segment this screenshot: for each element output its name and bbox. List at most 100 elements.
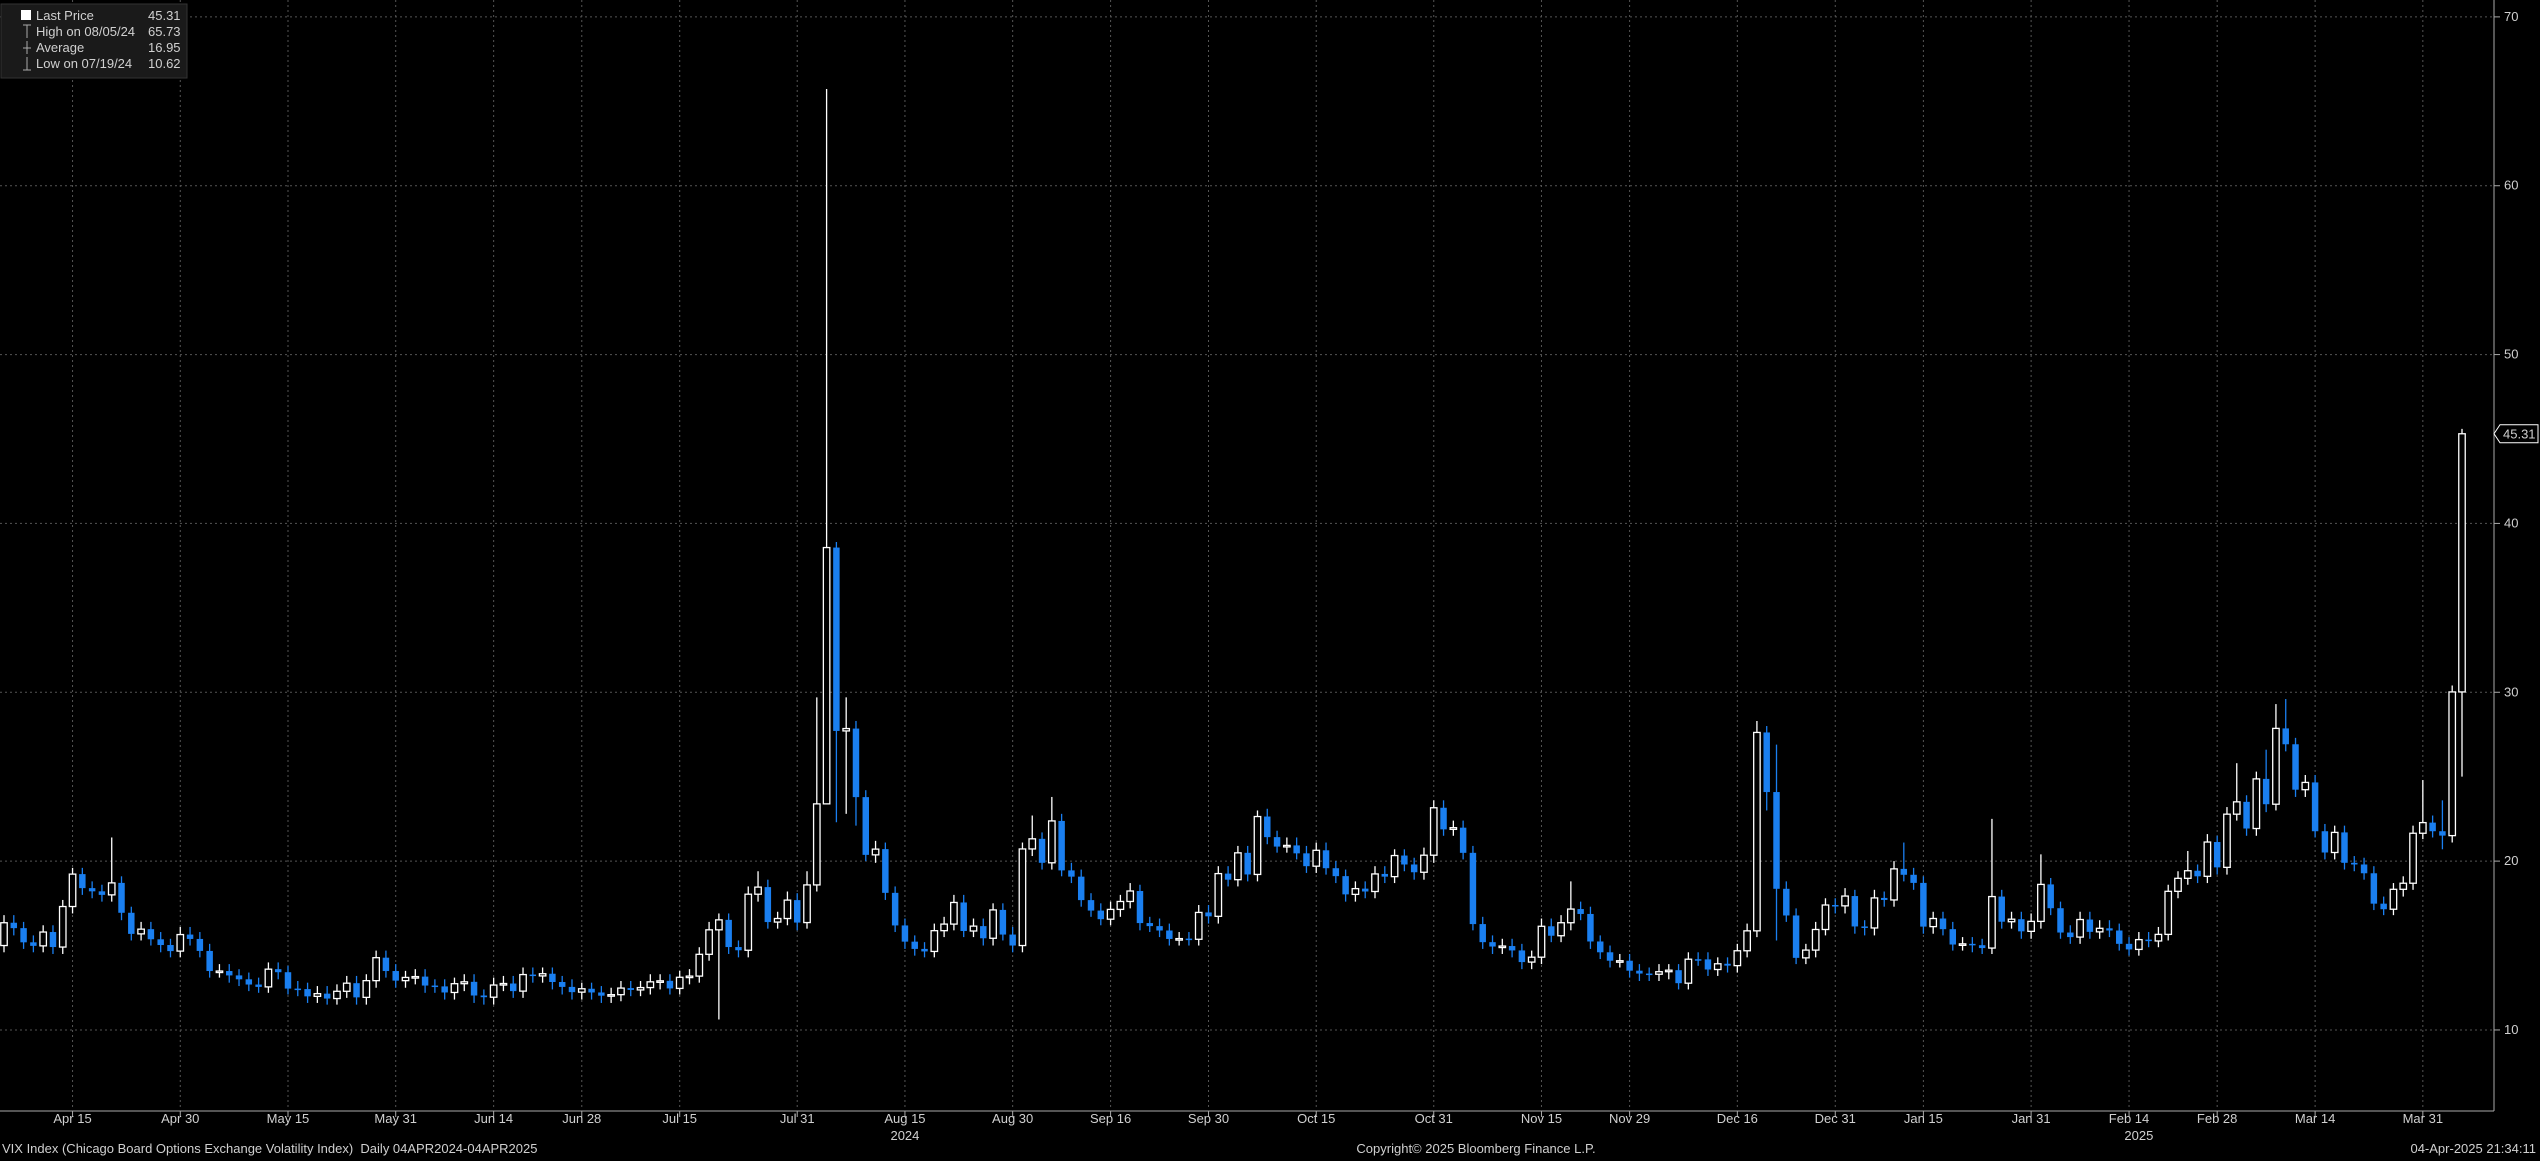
candle-body bbox=[1429, 807, 1438, 856]
candle-body bbox=[862, 797, 870, 855]
candle-body bbox=[284, 972, 292, 989]
candle-body bbox=[226, 971, 233, 976]
candle-body bbox=[255, 984, 262, 987]
candle-body bbox=[1068, 870, 1075, 877]
y-tick-label: 10 bbox=[2504, 1022, 2518, 1037]
legend-label: Last Price bbox=[36, 8, 94, 23]
candle-body bbox=[2164, 890, 2173, 936]
candle-body bbox=[783, 899, 792, 920]
candle-body bbox=[1753, 731, 1761, 932]
candle-body bbox=[980, 926, 987, 939]
candle-body bbox=[2018, 919, 2025, 932]
x-tick-label: Feb 14 bbox=[2109, 1111, 2149, 1126]
candle-body bbox=[1479, 924, 1486, 943]
candle-body bbox=[1322, 850, 1330, 869]
candle-body bbox=[1489, 942, 1496, 947]
candle-body bbox=[617, 987, 625, 996]
candle-body bbox=[2448, 691, 2457, 837]
candle-body bbox=[2399, 882, 2408, 890]
candle-body bbox=[1371, 873, 1379, 893]
candle-body bbox=[1792, 915, 1800, 958]
candle-body bbox=[1401, 855, 1408, 865]
x-tick-label: Dec 16 bbox=[1717, 1111, 1758, 1126]
x-tick-label: Nov 15 bbox=[1521, 1111, 1562, 1126]
candle-body bbox=[1636, 970, 1643, 974]
candle-body bbox=[39, 931, 48, 947]
x-tick-label: Mar 31 bbox=[2403, 1111, 2443, 1126]
candle-body bbox=[1420, 854, 1428, 873]
candle-body bbox=[2007, 918, 2016, 923]
y-tick-label: 40 bbox=[2504, 515, 2518, 530]
candle-body bbox=[245, 979, 253, 985]
candle-body bbox=[2134, 938, 2143, 951]
candle-body bbox=[636, 986, 645, 991]
candle-body bbox=[1910, 874, 1917, 883]
legend-label: High on 08/05/24 bbox=[36, 24, 135, 39]
candle-body bbox=[1566, 908, 1575, 924]
candle-body bbox=[1058, 820, 1065, 871]
candle-body bbox=[822, 546, 831, 805]
candle-body bbox=[1459, 827, 1467, 853]
legend-label: Low on 07/19/24 bbox=[36, 56, 132, 71]
candle-body bbox=[98, 891, 106, 895]
candle-body bbox=[1743, 930, 1752, 952]
candle-body bbox=[1253, 815, 1262, 876]
candle-body bbox=[2106, 928, 2113, 931]
y-tick-label: 20 bbox=[2504, 853, 2518, 868]
candle-body bbox=[2154, 933, 2163, 942]
candle-body bbox=[1282, 844, 1291, 848]
candle-body bbox=[68, 873, 77, 908]
candle-body bbox=[1381, 873, 1389, 877]
candle-body bbox=[304, 989, 311, 997]
candle-body bbox=[107, 882, 116, 896]
candle-body bbox=[1009, 934, 1016, 946]
candle-body bbox=[2203, 841, 2212, 877]
candle-body bbox=[2095, 927, 2104, 933]
candle-body bbox=[235, 975, 243, 980]
candle-body bbox=[10, 922, 18, 929]
candle-body bbox=[1958, 943, 1967, 946]
candle-body bbox=[1870, 897, 1879, 929]
candle-body bbox=[2076, 918, 2084, 938]
candle-body bbox=[1077, 876, 1085, 901]
candle-body bbox=[1390, 854, 1399, 878]
x-tick-label: Jul 15 bbox=[662, 1111, 697, 1126]
candle-body bbox=[2429, 822, 2436, 832]
x-tick-label: Aug 30 bbox=[992, 1111, 1033, 1126]
candle-body bbox=[833, 547, 840, 731]
candle-body bbox=[2282, 728, 2289, 745]
candle-body bbox=[470, 981, 478, 996]
candle-body bbox=[215, 970, 224, 974]
candle-body bbox=[489, 984, 498, 998]
legend-value: 16.95 bbox=[148, 40, 181, 55]
candle-body bbox=[2145, 939, 2152, 942]
candle-body bbox=[294, 988, 302, 991]
candle-body bbox=[1234, 852, 1242, 881]
candle-body bbox=[1596, 941, 1604, 953]
candle-body bbox=[871, 848, 880, 856]
candle-body bbox=[274, 969, 282, 973]
candle-body bbox=[2194, 870, 2201, 877]
candle-body bbox=[714, 919, 723, 931]
candle-body bbox=[1087, 900, 1095, 911]
candle-body bbox=[685, 975, 694, 979]
candle-body bbox=[1537, 925, 1546, 958]
candle-body bbox=[382, 957, 390, 972]
x-tick-label: Jul 31 bbox=[780, 1111, 815, 1126]
price-tag-label: 45.31 bbox=[2503, 426, 2536, 441]
candle-body bbox=[2027, 920, 2035, 932]
candle-body bbox=[411, 975, 420, 979]
candle-body bbox=[1851, 896, 1859, 927]
candle-body bbox=[1684, 958, 1693, 984]
candle-body bbox=[1557, 922, 1565, 937]
candle-body bbox=[1587, 913, 1594, 942]
candle-body bbox=[646, 981, 655, 989]
candle-body bbox=[1018, 848, 1027, 947]
candle-body bbox=[1929, 917, 1938, 928]
x-tick-label: Sep 16 bbox=[1090, 1111, 1131, 1126]
candle-body bbox=[313, 993, 322, 998]
candle-body bbox=[588, 988, 595, 993]
candle-body bbox=[999, 909, 1007, 935]
candle-body bbox=[538, 973, 547, 977]
candle-body bbox=[1606, 952, 1614, 961]
